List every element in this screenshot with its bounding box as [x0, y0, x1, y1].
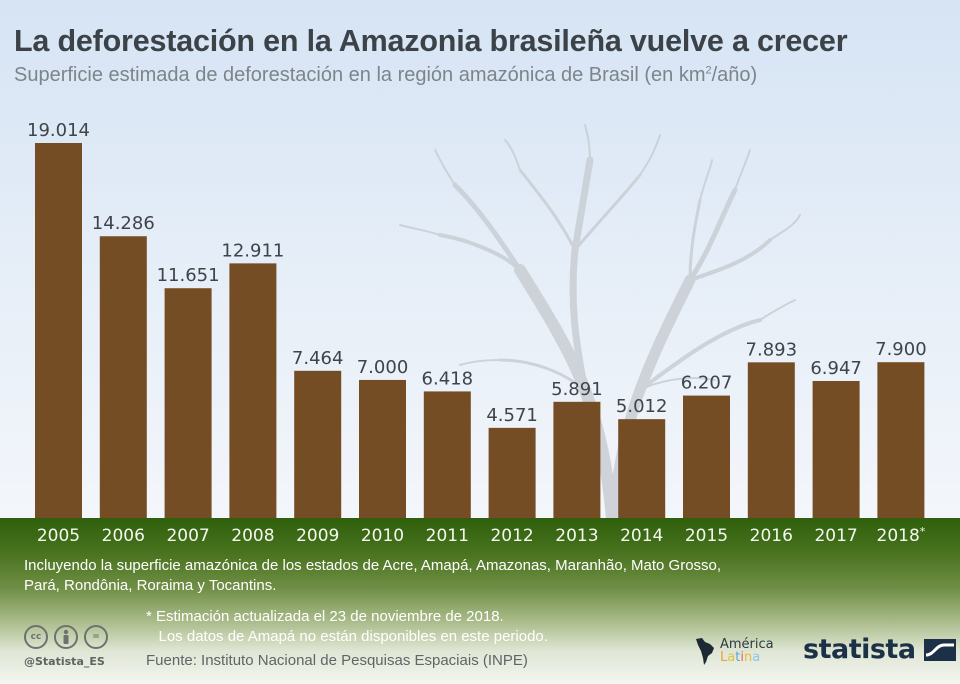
value-label: 6.947	[810, 358, 862, 379]
footnote: * Estimación actualizada el 23 de noviem…	[146, 608, 548, 645]
america-text: América	[720, 637, 774, 652]
year-label: 2008	[231, 526, 274, 546]
bar-2006	[99, 236, 147, 519]
value-label: 5.891	[551, 379, 603, 400]
bar-2014	[618, 419, 666, 518]
bar-2018	[877, 362, 925, 518]
bar-2008	[229, 263, 277, 518]
year-label: 2006	[102, 526, 145, 546]
statista-mark-icon	[923, 639, 956, 661]
value-label: 6.418	[422, 368, 474, 389]
year-label: 2018*	[877, 525, 926, 546]
cc-icon-text: cc	[30, 632, 42, 642]
value-label: 7.900	[875, 339, 927, 360]
year-label: 2007	[166, 526, 209, 546]
year-label: 2010	[361, 526, 404, 546]
value-label: 6.207	[681, 373, 733, 394]
year-label: 2017	[814, 526, 857, 546]
source-text: Fuente: Instituto Nacional de Pesquisas …	[146, 652, 528, 669]
bar-2009	[294, 370, 342, 518]
value-label: 4.571	[486, 405, 538, 426]
bar-2007	[164, 288, 212, 518]
subtitle-unit-suffix: /año)	[711, 64, 758, 86]
bar-2015	[683, 395, 730, 518]
value-label: 5.012	[616, 396, 668, 417]
attribution-icon[interactable]	[54, 625, 78, 649]
person-glyph	[63, 629, 69, 644]
bar-2012	[488, 427, 536, 518]
subtitle-superscript: 2	[705, 64, 712, 77]
nd-icon-text: =	[92, 632, 100, 642]
no-derivatives-icon[interactable]: =	[84, 625, 108, 649]
year-label: 2016	[750, 526, 793, 546]
social-handle[interactable]: @Statista_ES	[24, 655, 105, 668]
bar-2011	[423, 391, 471, 518]
bar-2010	[359, 379, 406, 518]
year-label: 2005	[37, 526, 80, 546]
value-label: 7.464	[292, 348, 344, 369]
latina-text: Latina	[720, 650, 761, 665]
subtitle-text: Superficie estimada de deforestación en …	[14, 64, 706, 86]
ground-band	[0, 518, 960, 684]
value-label: 7.893	[746, 339, 798, 360]
cc-icon[interactable]: cc	[24, 625, 48, 649]
bar-2013	[553, 401, 601, 518]
year-label: 2012	[490, 526, 533, 546]
value-label: 7.000	[357, 357, 409, 378]
america-latina-text: América Latina	[720, 638, 774, 664]
states-note: Incluyendo la superficie amazónica de lo…	[24, 557, 722, 594]
year-label: 2009	[296, 526, 339, 546]
value-label: 14.286	[92, 213, 155, 234]
value-label: 11.651	[157, 265, 220, 286]
year-label: 2013	[555, 526, 598, 546]
bar-2016	[747, 362, 795, 518]
statista-wordmark: statista	[803, 634, 916, 665]
statista-logo[interactable]: statista	[803, 636, 956, 664]
year-label: 2014	[620, 526, 663, 546]
bar-2017	[812, 380, 860, 518]
america-latina-logo[interactable]: América Latina	[694, 636, 774, 666]
year-label: 2015	[685, 526, 728, 546]
chart-title: La deforestación en la Amazonia brasileñ…	[14, 24, 848, 58]
chart-subtitle: Superficie estimada de deforestación en …	[14, 64, 757, 87]
year-label: 2011	[426, 526, 469, 546]
south-america-map-icon	[696, 638, 714, 665]
license-icons: cc =	[24, 625, 108, 649]
value-label: 12.911	[221, 240, 284, 261]
value-label: 19.014	[27, 120, 90, 141]
bar-2005	[35, 143, 82, 518]
